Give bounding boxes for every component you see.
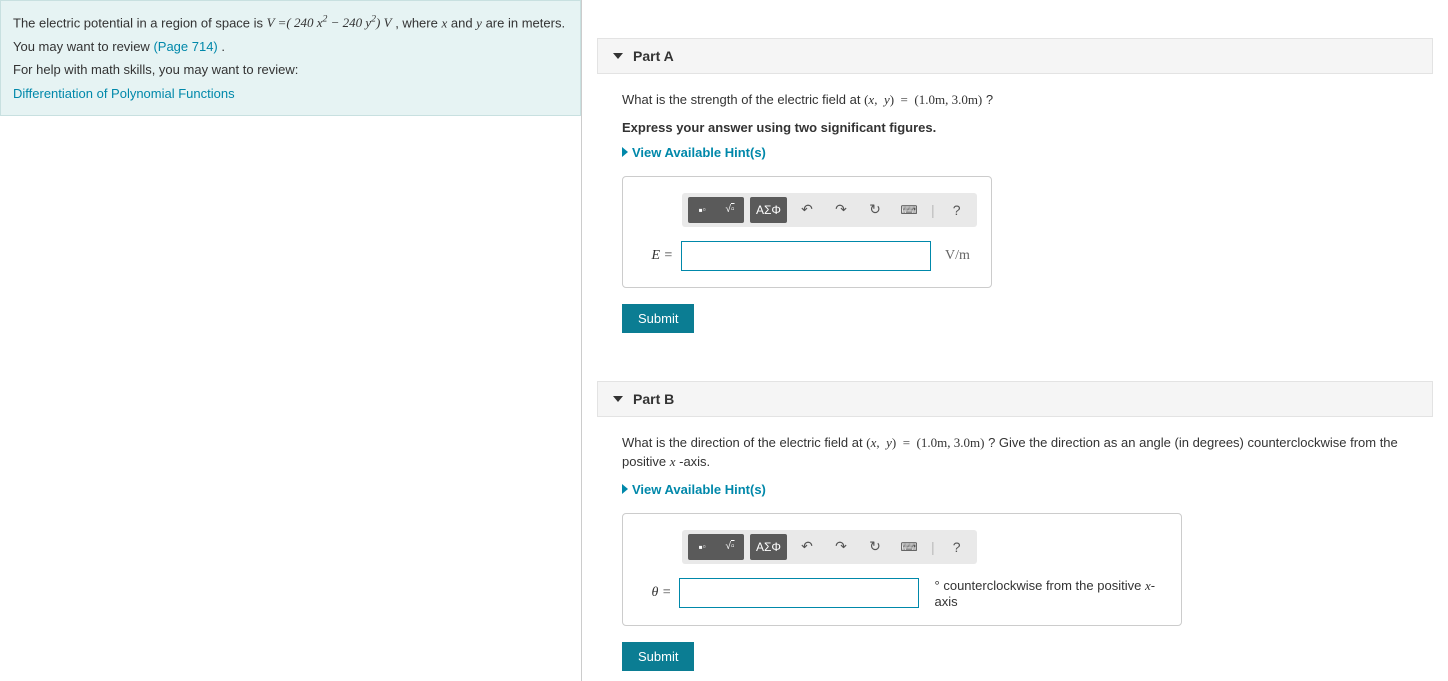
format-group: ▪▫ √▫ (688, 197, 744, 223)
hints-label: View Available Hint(s) (632, 482, 766, 497)
text: What is the strength of the electric fie… (622, 92, 864, 107)
part-a-header[interactable]: Part A (597, 38, 1433, 74)
caret-down-icon (613, 396, 623, 402)
part-a-answer-box: ▪▫ √▫ ΑΣΦ ↶ ↷ ↻ ⌨ | ? E = V/m (622, 176, 992, 288)
part-b-answer-box: ▪▫ √▫ ΑΣΦ ↶ ↷ ↻ ⌨ | ? θ = (622, 513, 1182, 626)
part-a: Part A What is the strength of the elect… (597, 38, 1433, 343)
part-b-input[interactable] (679, 578, 918, 608)
toolbar: ▪▫ √▫ ΑΣΦ ↶ ↷ ↻ ⌨ | ? (682, 530, 977, 564)
page-link[interactable]: (Page 714) (153, 39, 217, 54)
unit-label: V/m (945, 248, 970, 264)
var-y: y (476, 15, 482, 30)
text: -axis. (679, 454, 710, 469)
keyboard-icon[interactable]: ⌨ (895, 197, 923, 223)
reset-icon[interactable]: ↻ (861, 534, 889, 560)
part-b-question: What is the direction of the electric fi… (622, 433, 1408, 472)
format-group: ▪▫ √▫ (688, 534, 744, 560)
redo-icon[interactable]: ↷ (827, 534, 855, 560)
redo-icon[interactable]: ↷ (827, 197, 855, 223)
part-b-submit-button[interactable]: Submit (622, 642, 694, 671)
greek-button[interactable]: ΑΣΦ (750, 534, 787, 560)
template-icon[interactable]: ▪▫ (688, 534, 716, 560)
answer-row: θ = ° counterclockwise from the positive… (637, 578, 1167, 609)
help-line: For help with math skills, you may want … (13, 58, 568, 81)
var-theta-label: θ = (637, 585, 671, 601)
help-icon[interactable]: ? (943, 534, 971, 560)
part-a-title: Part A (633, 48, 674, 64)
fraction-icon[interactable]: √▫ (716, 534, 744, 560)
greek-group: ΑΣΦ (750, 534, 787, 560)
answer-row: E = V/m (637, 241, 977, 271)
hints-label: View Available Hint(s) (632, 145, 766, 160)
text: What is the direction of the electric fi… (622, 435, 866, 450)
text: , where (395, 15, 441, 30)
var-x: x (670, 454, 676, 469)
greek-group: ΑΣΦ (750, 197, 787, 223)
problem-statement: The electric potential in a region of sp… (13, 11, 568, 35)
template-icon[interactable]: ▪▫ (688, 197, 716, 223)
degree-note: ° counterclockwise from the positive x-a… (935, 578, 1167, 609)
var-e-label: E = (637, 248, 673, 264)
var-x: x (441, 15, 447, 30)
text: You may want to review (13, 39, 153, 54)
formula: V =( 240 x2 − 240 y2) V (267, 15, 392, 30)
left-panel: The electric potential in a region of sp… (0, 0, 582, 681)
part-a-input[interactable] (681, 241, 931, 271)
text: and (451, 15, 476, 30)
fraction-icon[interactable]: √▫ (716, 197, 744, 223)
coords: (x, y) = (1.0m, 3.0m) (864, 92, 982, 107)
reset-icon[interactable]: ↻ (861, 197, 889, 223)
part-a-body: What is the strength of the electric fie… (597, 74, 1433, 343)
help-icon[interactable]: ? (943, 197, 971, 223)
undo-icon[interactable]: ↶ (793, 534, 821, 560)
text: The electric potential in a region of sp… (13, 15, 267, 30)
coords: (x, y) = (1.0m, 3.0m) (866, 435, 984, 450)
caret-right-icon (622, 147, 628, 157)
part-a-hints-toggle[interactable]: View Available Hint(s) (622, 145, 1408, 160)
part-a-question: What is the strength of the electric fie… (622, 90, 1408, 110)
text: are in meters. (486, 15, 565, 30)
part-a-instructions: Express your answer using two significan… (622, 120, 1408, 135)
part-b-title: Part B (633, 391, 674, 407)
text: ? (986, 92, 993, 107)
separator: | (929, 202, 937, 218)
keyboard-icon[interactable]: ⌨ (895, 534, 923, 560)
toolbar: ▪▫ √▫ ΑΣΦ ↶ ↷ ↻ ⌨ | ? (682, 193, 977, 227)
caret-down-icon (613, 53, 623, 59)
part-b: Part B What is the direction of the elec… (597, 381, 1433, 681)
caret-right-icon (622, 484, 628, 494)
part-b-hints-toggle[interactable]: View Available Hint(s) (622, 482, 1408, 497)
part-b-body: What is the direction of the electric fi… (597, 417, 1433, 681)
separator: | (929, 539, 937, 555)
part-a-submit-button[interactable]: Submit (622, 304, 694, 333)
differentiation-link[interactable]: Differentiation of Polynomial Functions (13, 86, 235, 101)
problem-info-box: The electric potential in a region of sp… (0, 0, 581, 116)
text: ° counterclockwise from the positive (935, 578, 1145, 593)
text: . (221, 39, 225, 54)
greek-button[interactable]: ΑΣΦ (750, 197, 787, 223)
review-line: You may want to review (Page 714) . (13, 35, 568, 58)
undo-icon[interactable]: ↶ (793, 197, 821, 223)
part-b-header[interactable]: Part B (597, 381, 1433, 417)
right-panel: Part A What is the strength of the elect… (582, 0, 1448, 681)
